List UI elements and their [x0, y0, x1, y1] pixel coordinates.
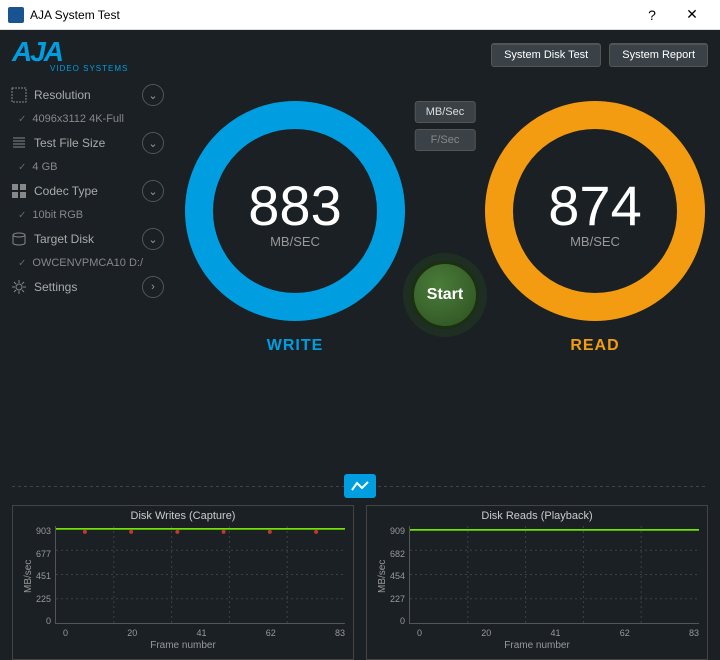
gauge-area: MB/Sec F/Sec 883 MB/SEC WRITE 874 MB/SEC…: [170, 81, 720, 461]
ytick: 227: [390, 594, 405, 604]
chart-plot: [55, 526, 345, 624]
sidebar-item-resolution[interactable]: Resolution ⌄: [10, 81, 170, 109]
chevron-down-icon[interactable]: ⌄: [142, 180, 164, 202]
chart-ylabel: MB/sec: [21, 526, 36, 626]
xtick: 62: [266, 628, 276, 638]
header-buttons: System Disk Test System Report: [491, 43, 708, 67]
sidebar-label: Test File Size: [34, 136, 142, 150]
disk-writes-chart: Disk Writes (Capture) MB/sec 903 677 451…: [12, 505, 354, 660]
ytick: 909: [390, 526, 405, 536]
chart-xaxis: 0 20 41 62 83: [63, 628, 345, 638]
sidebar-item-codec[interactable]: Codec Type ⌄: [10, 177, 170, 205]
ytick: 225: [36, 594, 51, 604]
xtick: 41: [551, 628, 561, 638]
sidebar-item-filesize[interactable]: Test File Size ⌄: [10, 129, 170, 157]
codec-icon: [10, 182, 28, 200]
xtick: 20: [481, 628, 491, 638]
chart-yaxis: 909 682 454 227 0: [390, 526, 409, 626]
gear-icon: [10, 278, 28, 296]
window-title: AJA System Test: [30, 8, 632, 22]
ytick: 682: [390, 549, 405, 559]
read-value: 874: [548, 173, 641, 238]
write-unit: MB/SEC: [270, 234, 320, 249]
divider: [12, 471, 708, 501]
resolution-value: 4096x3112 4K-Full: [10, 109, 170, 129]
logo: AJA VIDEO SYSTEMS: [12, 36, 128, 73]
filesize-value: 4 GB: [10, 157, 170, 177]
main-area: Resolution ⌄ 4096x3112 4K-Full Test File…: [0, 81, 720, 461]
read-unit: MB/SEC: [570, 234, 620, 249]
chart-xlabel: Frame number: [375, 640, 699, 651]
chart-title: Disk Writes (Capture): [21, 510, 345, 522]
xtick: 41: [197, 628, 207, 638]
sidebar-label: Codec Type: [34, 184, 142, 198]
filesize-icon: [10, 134, 28, 152]
chart-yaxis: 903 677 451 225 0: [36, 526, 55, 626]
chevron-down-icon[interactable]: ⌄: [142, 84, 164, 106]
write-ring: 883 MB/SEC: [185, 101, 405, 321]
disk-icon: [10, 230, 28, 248]
xtick: 0: [63, 628, 68, 638]
ytick: 903: [36, 526, 51, 536]
chart-toggle-icon[interactable]: [344, 474, 376, 498]
ytick: 0: [390, 616, 405, 626]
sidebar-label: Resolution: [34, 88, 142, 102]
xtick: 20: [127, 628, 137, 638]
read-ring: 874 MB/SEC: [485, 101, 705, 321]
read-label: READ: [570, 337, 619, 355]
window-titlebar: AJA System Test ? ✕: [0, 0, 720, 30]
system-disk-test-button[interactable]: System Disk Test: [491, 43, 601, 67]
sidebar: Resolution ⌄ 4096x3112 4K-Full Test File…: [0, 81, 170, 461]
close-button[interactable]: ✕: [672, 6, 712, 23]
resolution-icon: [10, 86, 28, 104]
sidebar-item-settings[interactable]: Settings ›: [10, 273, 170, 301]
sidebar-item-target[interactable]: Target Disk ⌄: [10, 225, 170, 253]
start-button[interactable]: Start: [411, 261, 479, 329]
help-button[interactable]: ?: [632, 7, 672, 23]
xtick: 0: [417, 628, 422, 638]
write-label: WRITE: [267, 337, 324, 355]
chart-xaxis: 0 20 41 62 83: [417, 628, 699, 638]
chevron-down-icon[interactable]: ⌄: [142, 132, 164, 154]
chevron-down-icon[interactable]: ⌄: [142, 228, 164, 250]
write-value: 883: [248, 173, 341, 238]
write-gauge: 883 MB/SEC WRITE: [185, 101, 405, 355]
chart-xlabel: Frame number: [21, 640, 345, 651]
read-gauge: 874 MB/SEC READ: [485, 101, 705, 355]
xtick: 62: [620, 628, 630, 638]
xtick: 83: [335, 628, 345, 638]
disk-reads-chart: Disk Reads (Playback) MB/sec 909 682 454…: [366, 505, 708, 660]
system-report-button[interactable]: System Report: [609, 43, 708, 67]
chevron-right-icon[interactable]: ›: [142, 276, 164, 298]
ytick: 454: [390, 571, 405, 581]
sidebar-label: Settings: [34, 280, 142, 294]
chart-title: Disk Reads (Playback): [375, 510, 699, 522]
chart-plot: [409, 526, 699, 624]
header: AJA VIDEO SYSTEMS System Disk Test Syste…: [0, 30, 720, 81]
chart-ylabel: MB/sec: [375, 526, 390, 626]
ytick: 451: [36, 571, 51, 581]
app-icon: [8, 7, 24, 23]
sidebar-label: Target Disk: [34, 232, 142, 246]
charts-area: Disk Writes (Capture) MB/sec 903 677 451…: [0, 505, 720, 660]
target-value: OWCENVPMCA10 D:/: [10, 253, 170, 273]
ytick: 677: [36, 549, 51, 559]
codec-value: 10bit RGB: [10, 205, 170, 225]
ytick: 0: [36, 616, 51, 626]
logo-subtext: VIDEO SYSTEMS: [50, 64, 128, 73]
xtick: 83: [689, 628, 699, 638]
